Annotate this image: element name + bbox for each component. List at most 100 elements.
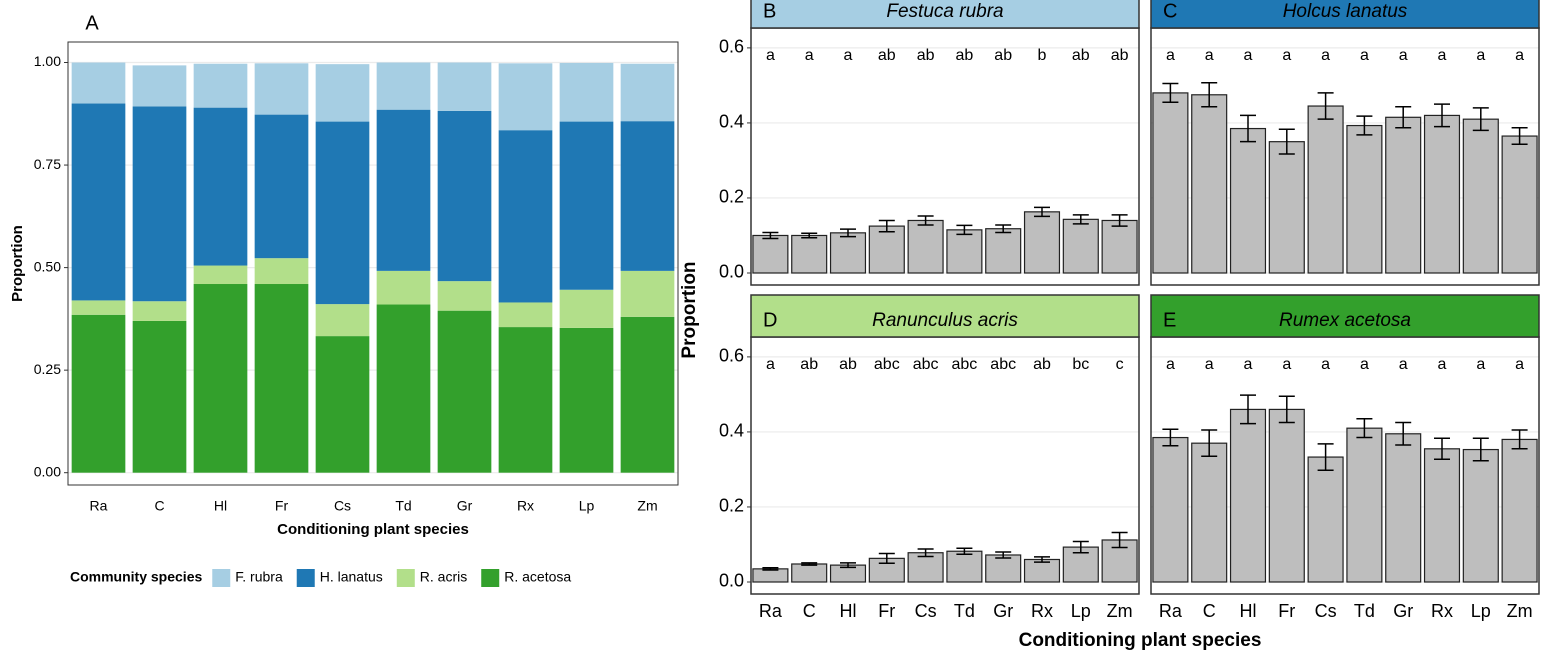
bar xyxy=(1385,433,1422,583)
error-bar xyxy=(1511,429,1528,450)
bar-segment xyxy=(498,63,553,131)
strip xyxy=(750,294,1140,338)
y-tick-label: 0.0 xyxy=(719,571,744,591)
panel-label: A xyxy=(85,12,99,34)
bar xyxy=(1191,94,1228,274)
x-tick-label: C xyxy=(803,601,816,621)
error-bar xyxy=(995,224,1012,234)
significance-letter: ab xyxy=(800,356,818,373)
error-bar xyxy=(1395,106,1412,129)
bar-segment xyxy=(71,314,126,473)
x-tick-label: Td xyxy=(954,601,975,621)
bar xyxy=(1307,105,1344,274)
bar-segment xyxy=(132,65,187,107)
legend-label: F. rubra xyxy=(235,569,283,585)
strip xyxy=(1150,294,1540,338)
legend-swatch xyxy=(212,569,231,587)
bar-segment xyxy=(498,327,553,473)
legend-label: H. lanatus xyxy=(320,569,383,585)
bar-segment xyxy=(315,336,370,473)
bar-segment xyxy=(559,62,614,122)
bar xyxy=(868,225,905,274)
bar-segment xyxy=(559,121,614,290)
plot-border xyxy=(67,41,679,486)
error-bar xyxy=(1317,443,1334,471)
bar-segment xyxy=(193,107,248,266)
significance-letter: b xyxy=(1038,47,1047,64)
shared-y-label: Proportion xyxy=(679,261,700,358)
y-axis-label: Proportion xyxy=(9,225,26,302)
x-tick-label: Cs xyxy=(334,498,351,514)
significance-letter: a xyxy=(1476,356,1485,373)
significance-letter: a xyxy=(1515,356,1524,373)
panel-label: C xyxy=(1163,0,1177,22)
error-bar xyxy=(1240,114,1256,143)
error-bar xyxy=(1111,531,1128,549)
significance-letter: abc xyxy=(952,356,978,373)
significance-letter: a xyxy=(1166,356,1175,373)
legend-title: Community species xyxy=(70,569,202,585)
significance-letter: a xyxy=(766,47,775,64)
error-bar xyxy=(956,547,973,555)
y-tick-label: 0.4 xyxy=(719,421,744,441)
bar xyxy=(791,234,828,274)
error-bar xyxy=(1072,214,1089,225)
y-tick-label: 1.00 xyxy=(34,53,61,69)
error-bar xyxy=(1278,128,1295,155)
y-tick-label: 0.75 xyxy=(34,156,61,172)
error-bar xyxy=(1162,82,1179,104)
significance-letter: a xyxy=(1205,47,1214,64)
y-tick-label: 0.6 xyxy=(719,346,744,366)
significance-letter: a xyxy=(766,356,775,373)
x-tick-label: Rx xyxy=(1431,601,1453,621)
x-tick-label: Gr xyxy=(1393,601,1413,621)
panel-label: B xyxy=(763,0,776,22)
significance-letter: c xyxy=(1116,356,1124,373)
bar-segment xyxy=(254,63,309,115)
bar-segment xyxy=(437,62,492,111)
bar xyxy=(1385,116,1422,274)
bar-segment xyxy=(193,265,248,285)
error-bar xyxy=(801,562,818,566)
error-bar xyxy=(1472,107,1489,132)
x-tick-label: Ra xyxy=(1159,601,1183,621)
bar xyxy=(985,228,1022,274)
bar xyxy=(1101,219,1138,274)
bar xyxy=(907,219,944,274)
bar xyxy=(1023,558,1061,583)
bar xyxy=(946,550,983,583)
bar xyxy=(985,554,1022,583)
x-tick-label: Lp xyxy=(1071,601,1091,621)
legend-swatch xyxy=(296,569,315,587)
bar-segment xyxy=(437,310,492,473)
error-bar xyxy=(762,231,779,240)
y-tick-label: 0.6 xyxy=(719,37,744,57)
x-tick-label: Gr xyxy=(457,498,473,514)
bar-segment xyxy=(437,110,492,282)
shared-x-label: Conditioning plant species xyxy=(1019,630,1262,651)
bar-segment xyxy=(498,130,553,303)
error-bar xyxy=(1472,437,1489,462)
x-tick-label: Fr xyxy=(1278,601,1295,621)
x-axis-label: Conditioning plant species xyxy=(277,521,469,538)
bar xyxy=(1501,438,1538,583)
error-bar xyxy=(956,224,973,236)
bar-segment xyxy=(620,316,675,473)
error-bar xyxy=(1434,103,1450,128)
significance-letter: abc xyxy=(874,356,900,373)
bar xyxy=(1152,92,1189,274)
bar-segment xyxy=(376,304,431,473)
bar xyxy=(1023,211,1061,274)
error-bar xyxy=(801,232,818,239)
legend-label: R. acetosa xyxy=(504,569,571,585)
y-tick-label: 0.50 xyxy=(34,258,61,274)
bar-segment xyxy=(437,281,492,311)
bar xyxy=(1346,124,1383,274)
panel-label: E xyxy=(1163,309,1176,331)
bar xyxy=(1423,448,1461,583)
bar xyxy=(1229,127,1267,274)
error-bar xyxy=(1356,115,1373,136)
error-bar xyxy=(1278,395,1295,424)
significance-letter: bc xyxy=(1072,356,1089,373)
x-tick-label: Zm xyxy=(1507,601,1533,621)
